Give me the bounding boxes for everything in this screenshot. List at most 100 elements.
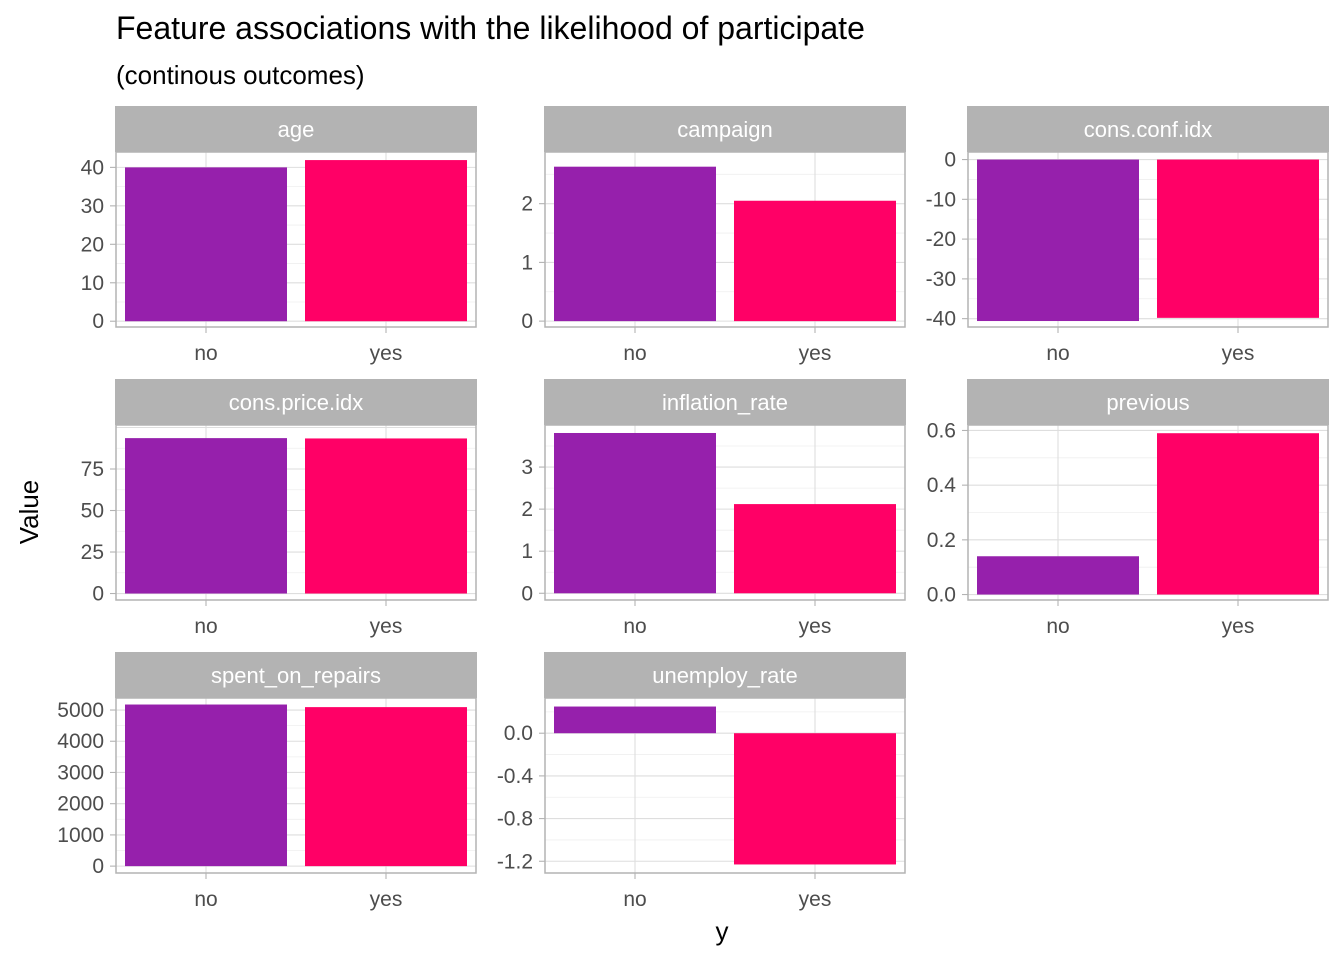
bar-inflation_rate-no <box>554 432 716 594</box>
bar-cons.conf.idx-yes <box>1157 159 1319 318</box>
y-tick-label: -40 <box>926 308 956 331</box>
y-tick-label: 0 <box>521 310 533 333</box>
panel-border <box>544 697 906 874</box>
panel-border <box>115 151 477 328</box>
y-tick-label: 2000 <box>57 793 104 816</box>
facet-unemploy_rate: unemploy_rate -1.2 -0.8 -0.4 0.0 no yes <box>497 652 906 911</box>
y-tick-label: 0 <box>92 583 104 606</box>
y-tick-label: 0 <box>92 855 104 878</box>
bar-spent_on_repairs-yes <box>305 707 467 867</box>
facet-strip <box>967 379 1329 425</box>
facet-strip-label: cons.conf.idx <box>1084 117 1212 142</box>
x-tick-label: no <box>194 888 217 911</box>
y-tick-label: 50 <box>81 500 104 523</box>
x-tick-label: yes <box>799 342 832 365</box>
x-tick-label: yes <box>1222 615 1255 638</box>
y-tick-label: 1 <box>521 251 533 274</box>
bar-cons.conf.idx-no <box>977 159 1139 322</box>
x-tick-label: no <box>623 615 646 638</box>
y-tick-label: 1 <box>521 540 533 563</box>
panel-border <box>115 424 477 601</box>
x-axis-title: y <box>716 916 729 946</box>
x-tick-label: yes <box>370 615 403 638</box>
panel-border <box>967 424 1329 601</box>
panel-border <box>115 697 477 874</box>
facet-campaign: campaign 0 1 2 no yes <box>521 106 906 365</box>
x-tick-label: no <box>1046 342 1069 365</box>
y-tick-label: 0.6 <box>927 419 956 442</box>
y-tick-label: 25 <box>81 541 104 564</box>
facet-strip <box>544 379 906 425</box>
bar-campaign-yes <box>734 200 896 322</box>
facet-strip <box>115 379 477 425</box>
bar-cons.price.idx-no <box>125 438 287 594</box>
x-tick-label: yes <box>370 888 403 911</box>
y-tick-label: 5000 <box>57 699 104 722</box>
facet-strip-label: spent_on_repairs <box>211 663 381 688</box>
bar-spent_on_repairs-no <box>125 704 287 867</box>
facet-strip-label: campaign <box>677 117 772 142</box>
y-tick-label: -0.8 <box>497 808 533 831</box>
y-tick-label: 40 <box>81 156 104 179</box>
x-tick-label: no <box>1046 615 1069 638</box>
y-tick-label: 2 <box>521 498 533 521</box>
x-tick-label: no <box>623 888 646 911</box>
bar-unemploy_rate-no <box>554 706 716 734</box>
bar-previous-no <box>977 556 1139 595</box>
x-tick-label: no <box>623 342 646 365</box>
facet-strip-label: unemploy_rate <box>652 663 798 688</box>
facet-strip <box>967 106 1329 152</box>
facet-inflation_rate: inflation_rate 0 1 2 3 no yes <box>521 379 906 638</box>
facet-age: age 0 10 20 30 40 no yes <box>81 106 477 365</box>
bar-age-yes <box>305 160 467 322</box>
y-axis-title: Value <box>14 480 44 545</box>
facet-strip <box>544 652 906 698</box>
facet-strip <box>115 106 477 152</box>
y-tick-label: 1000 <box>57 824 104 847</box>
bar-inflation_rate-yes <box>734 504 896 594</box>
bar-previous-yes <box>1157 433 1319 595</box>
x-tick-label: yes <box>799 615 832 638</box>
y-tick-label: 0 <box>521 582 533 605</box>
chart-title: Feature associations with the likelihood… <box>116 10 865 46</box>
bar-campaign-no <box>554 166 716 322</box>
facet-strip-label: previous <box>1106 390 1189 415</box>
y-tick-label: -10 <box>926 188 956 211</box>
facet-strip-label: age <box>278 117 315 142</box>
y-tick-label: -1.2 <box>497 850 533 873</box>
x-tick-label: no <box>194 342 217 365</box>
bar-age-no <box>125 167 287 322</box>
facet-strip-label: cons.price.idx <box>229 390 364 415</box>
y-tick-label: 0 <box>92 310 104 333</box>
y-tick-label: 3000 <box>57 761 104 784</box>
x-tick-label: yes <box>799 888 832 911</box>
y-tick-label: 0 <box>944 149 956 172</box>
y-tick-label: 10 <box>81 272 104 295</box>
y-tick-label: -0.4 <box>497 765 534 788</box>
y-tick-label: 4000 <box>57 730 104 753</box>
facet-cons.conf.idx: cons.conf.idx 0 -10 -20 -30 -40 no yes <box>926 106 1329 365</box>
bar-cons.price.idx-yes <box>305 438 467 594</box>
chart-subtitle: (continous outcomes) <box>116 60 365 90</box>
facet-cons.price.idx: cons.price.idx 0 25 50 75 no yes <box>81 379 477 638</box>
facet-spent_on_repairs: spent_on_repairs 0 1000 2000 3000 4000 5000 no y… <box>57 652 477 911</box>
x-tick-label: yes <box>370 342 403 365</box>
y-tick-label: 20 <box>81 233 104 256</box>
facet-strip-label: inflation_rate <box>662 390 788 415</box>
y-tick-label: -30 <box>926 268 956 291</box>
bar-unemploy_rate-yes <box>734 733 896 865</box>
y-tick-label: 2 <box>521 193 533 216</box>
x-tick-label: no <box>194 615 217 638</box>
y-tick-label: -20 <box>926 228 956 251</box>
y-tick-label: 0.0 <box>927 584 956 607</box>
panel-border <box>544 424 906 601</box>
y-tick-label: 0.2 <box>927 529 956 552</box>
facet-strip <box>115 652 477 698</box>
y-tick-label: 0.4 <box>927 474 957 497</box>
x-tick-label: yes <box>1222 342 1255 365</box>
panel-border <box>544 151 906 328</box>
y-tick-label: 0.0 <box>504 722 533 745</box>
facet-previous: previous 0.0 0.2 0.4 0.6 no yes <box>927 379 1329 638</box>
y-tick-label: 75 <box>81 458 104 481</box>
